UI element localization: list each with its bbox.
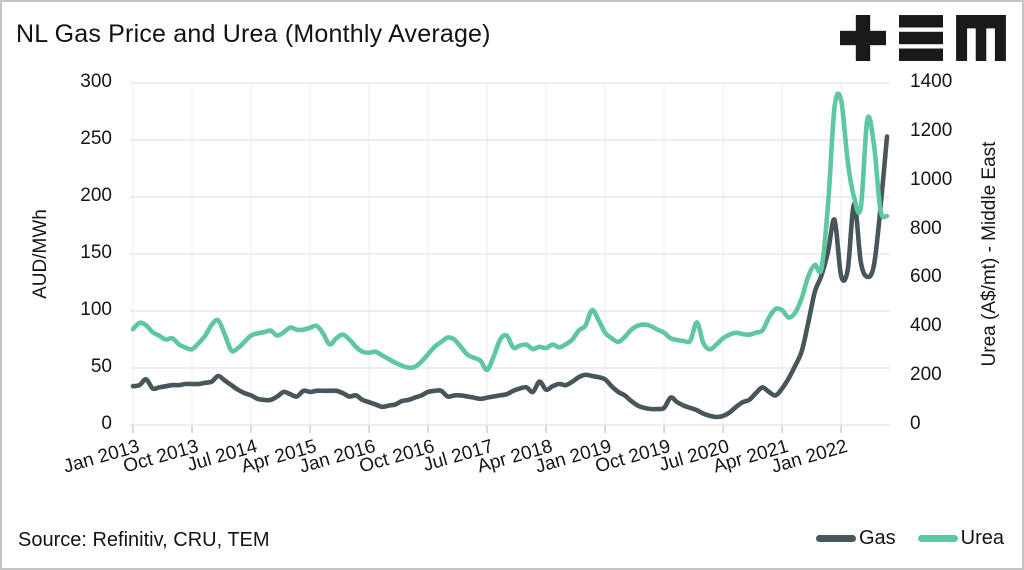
logo-m-icon: [956, 15, 1006, 61]
legend-item-urea: Urea: [917, 527, 1004, 550]
y-right-tick-label: 1000: [910, 168, 953, 190]
urea-line-swatch: [917, 535, 958, 542]
chart-title: NL Gas Price and Urea (Monthly Average): [16, 20, 491, 48]
y-right-tick-label: 600: [910, 266, 942, 288]
tem-logo: [840, 15, 1006, 61]
logo-plus-icon: [840, 15, 886, 61]
y-left-tick-label: 0: [101, 413, 112, 434]
y-right-tick-label: 1200: [910, 119, 953, 141]
gas-line-swatch: [815, 535, 856, 542]
y-left-tick-label: 200: [80, 185, 112, 206]
legend-item-gas: Gas: [815, 527, 896, 550]
right-axis-title: Urea (A$/mt) - Middle East: [979, 141, 1000, 367]
y-right-tick-label: 200: [910, 364, 942, 386]
legend: Gas Urea: [815, 527, 1004, 550]
urea-line: [130, 91, 890, 373]
y-right-tick-label: 800: [910, 217, 942, 239]
y-left-tick-label: 50: [90, 356, 112, 377]
logo-triple-bar-icon: [899, 15, 943, 61]
y-right-tick-label: 400: [910, 315, 942, 337]
y-left-tick-label: 100: [80, 299, 112, 320]
y-right-tick-label: 1400: [910, 71, 953, 92]
gas-line: [130, 134, 890, 420]
y-left-tick-label: 300: [80, 71, 112, 92]
y-left-tick-label: 150: [80, 242, 112, 263]
y-right-tick-label: 0: [910, 413, 921, 434]
y-left-tick-label: 250: [80, 128, 112, 149]
legend-label-gas: Gas: [858, 527, 896, 549]
left-axis-title: AUD/MWh: [30, 209, 51, 299]
source-note: Source: Refinitiv, CRU, TEM: [18, 529, 270, 551]
legend-label-urea: Urea: [960, 527, 1004, 549]
